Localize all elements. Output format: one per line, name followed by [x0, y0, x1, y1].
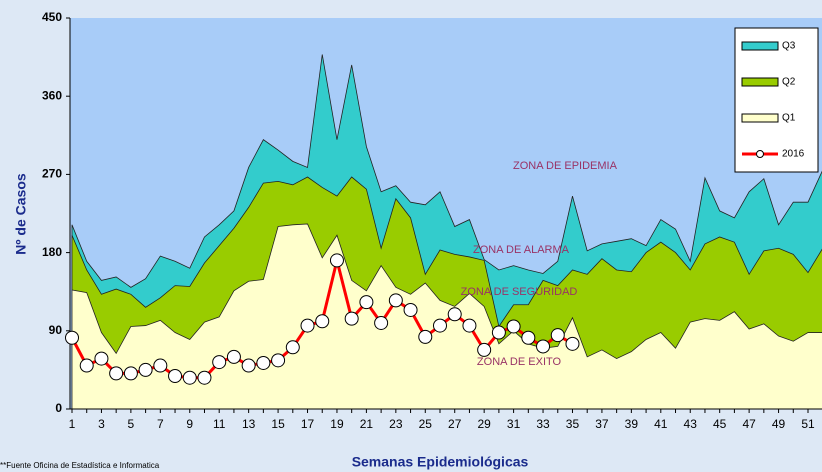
point — [79, 358, 94, 373]
legend-box — [734, 27, 819, 173]
legend-swatch — [741, 77, 779, 87]
point — [477, 342, 492, 357]
x-tick-label: 1 — [69, 417, 76, 431]
legend-swatch — [741, 113, 779, 123]
x-tick-label: 7 — [157, 417, 164, 431]
legend-marker — [756, 150, 764, 158]
x-tick-label: 45 — [713, 417, 727, 431]
y-tick-label: 90 — [49, 323, 63, 337]
x-tick-label: 19 — [330, 417, 344, 431]
x-tick-label: 51 — [801, 417, 815, 431]
point — [462, 318, 477, 333]
x-tick-label: 9 — [186, 417, 193, 431]
point — [447, 307, 462, 322]
x-tick-label: 31 — [507, 417, 521, 431]
point — [212, 355, 227, 370]
point — [256, 355, 271, 370]
zone-label: ZONA DE ALARMA — [473, 244, 570, 256]
x-tick-label: 49 — [772, 417, 786, 431]
x-tick-label: 3 — [98, 417, 105, 431]
x-tick-label: 13 — [242, 417, 256, 431]
point — [182, 370, 197, 385]
y-axis-title: Nº de Casos — [13, 173, 29, 255]
y-tick-label: 360 — [42, 88, 62, 102]
x-tick-label: 5 — [128, 417, 135, 431]
point — [521, 330, 536, 345]
x-tick-label: 29 — [477, 417, 491, 431]
point — [197, 370, 212, 385]
legend-label: Q1 — [782, 113, 796, 124]
x-tick-label: 21 — [360, 417, 374, 431]
x-tick-label: 17 — [301, 417, 315, 431]
point — [359, 295, 374, 310]
y-tick-label: 0 — [55, 401, 62, 415]
x-tick-label: 35 — [566, 417, 580, 431]
x-tick-label: 15 — [271, 417, 285, 431]
point — [271, 353, 286, 368]
zone-label: ZONA DE EPIDEMIA — [513, 160, 618, 172]
x-tick-label: 41 — [654, 417, 668, 431]
point — [491, 325, 506, 340]
y-tick-label: 450 — [42, 10, 62, 24]
point — [65, 330, 79, 345]
x-tick-label: 37 — [595, 417, 609, 431]
point — [94, 351, 109, 366]
point — [315, 314, 330, 329]
point — [241, 358, 256, 373]
point — [536, 339, 551, 354]
point — [123, 366, 138, 381]
point — [418, 329, 433, 344]
point — [506, 319, 521, 334]
zone-label: ZONA DE SEGURIDAD — [461, 286, 578, 298]
point — [388, 293, 403, 308]
point — [329, 253, 344, 268]
point — [226, 349, 241, 364]
point — [403, 302, 418, 317]
point — [344, 311, 359, 326]
x-tick-label: 33 — [536, 417, 550, 431]
y-tick-label: 270 — [42, 167, 62, 181]
x-tick-label: 39 — [625, 417, 639, 431]
point — [550, 328, 565, 343]
point — [300, 318, 315, 333]
point — [109, 366, 124, 381]
point — [285, 340, 300, 355]
legend-label: Q2 — [782, 77, 796, 88]
x-tick-label: 25 — [419, 417, 433, 431]
legend-label: Q3 — [782, 41, 796, 52]
point — [168, 368, 183, 383]
point — [565, 336, 580, 351]
x-axis-title: Semanas Epidemiológicas — [352, 454, 529, 470]
x-tick-label: 47 — [742, 417, 756, 431]
source-note: **Fuente Oficina de Estadística e Inform… — [0, 461, 160, 470]
zone-label: ZONA DE EXITO — [477, 356, 562, 368]
x-tick-label: 11 — [213, 417, 226, 431]
point — [374, 315, 389, 330]
point — [138, 362, 153, 377]
point — [153, 358, 168, 373]
point — [433, 318, 447, 333]
x-tick-label: 27 — [448, 417, 462, 431]
x-tick-label: 43 — [684, 417, 698, 431]
y-tick-label: 180 — [42, 245, 62, 259]
legend-swatch — [741, 41, 779, 51]
legend-label: 2016 — [782, 149, 805, 160]
x-tick-label: 23 — [389, 417, 403, 431]
